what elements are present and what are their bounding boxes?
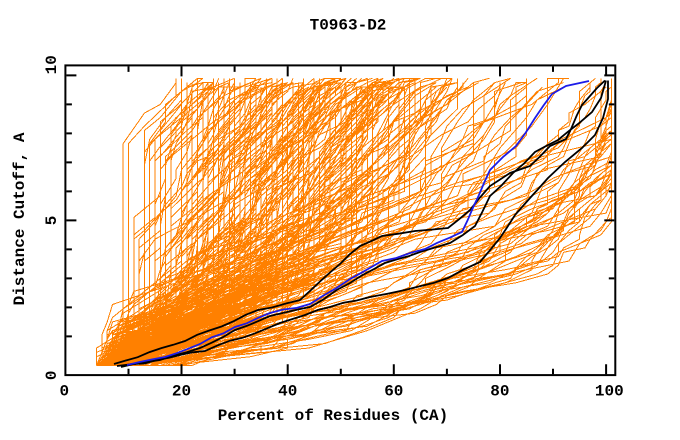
svg-text:40: 40 [278,383,297,401]
svg-text:100: 100 [595,383,624,401]
svg-text:Distance Cutoff, A: Distance Cutoff, A [11,132,29,305]
svg-text:5: 5 [43,216,61,226]
svg-text:T0963-D2: T0963-D2 [310,17,387,35]
svg-text:20: 20 [172,383,191,401]
svg-text:0: 0 [43,370,61,380]
svg-text:10: 10 [43,55,61,74]
svg-text:60: 60 [384,383,403,401]
svg-text:0: 0 [59,383,69,401]
svg-text:80: 80 [490,383,509,401]
svg-text:Percent of Residues (CA): Percent of Residues (CA) [218,407,448,425]
